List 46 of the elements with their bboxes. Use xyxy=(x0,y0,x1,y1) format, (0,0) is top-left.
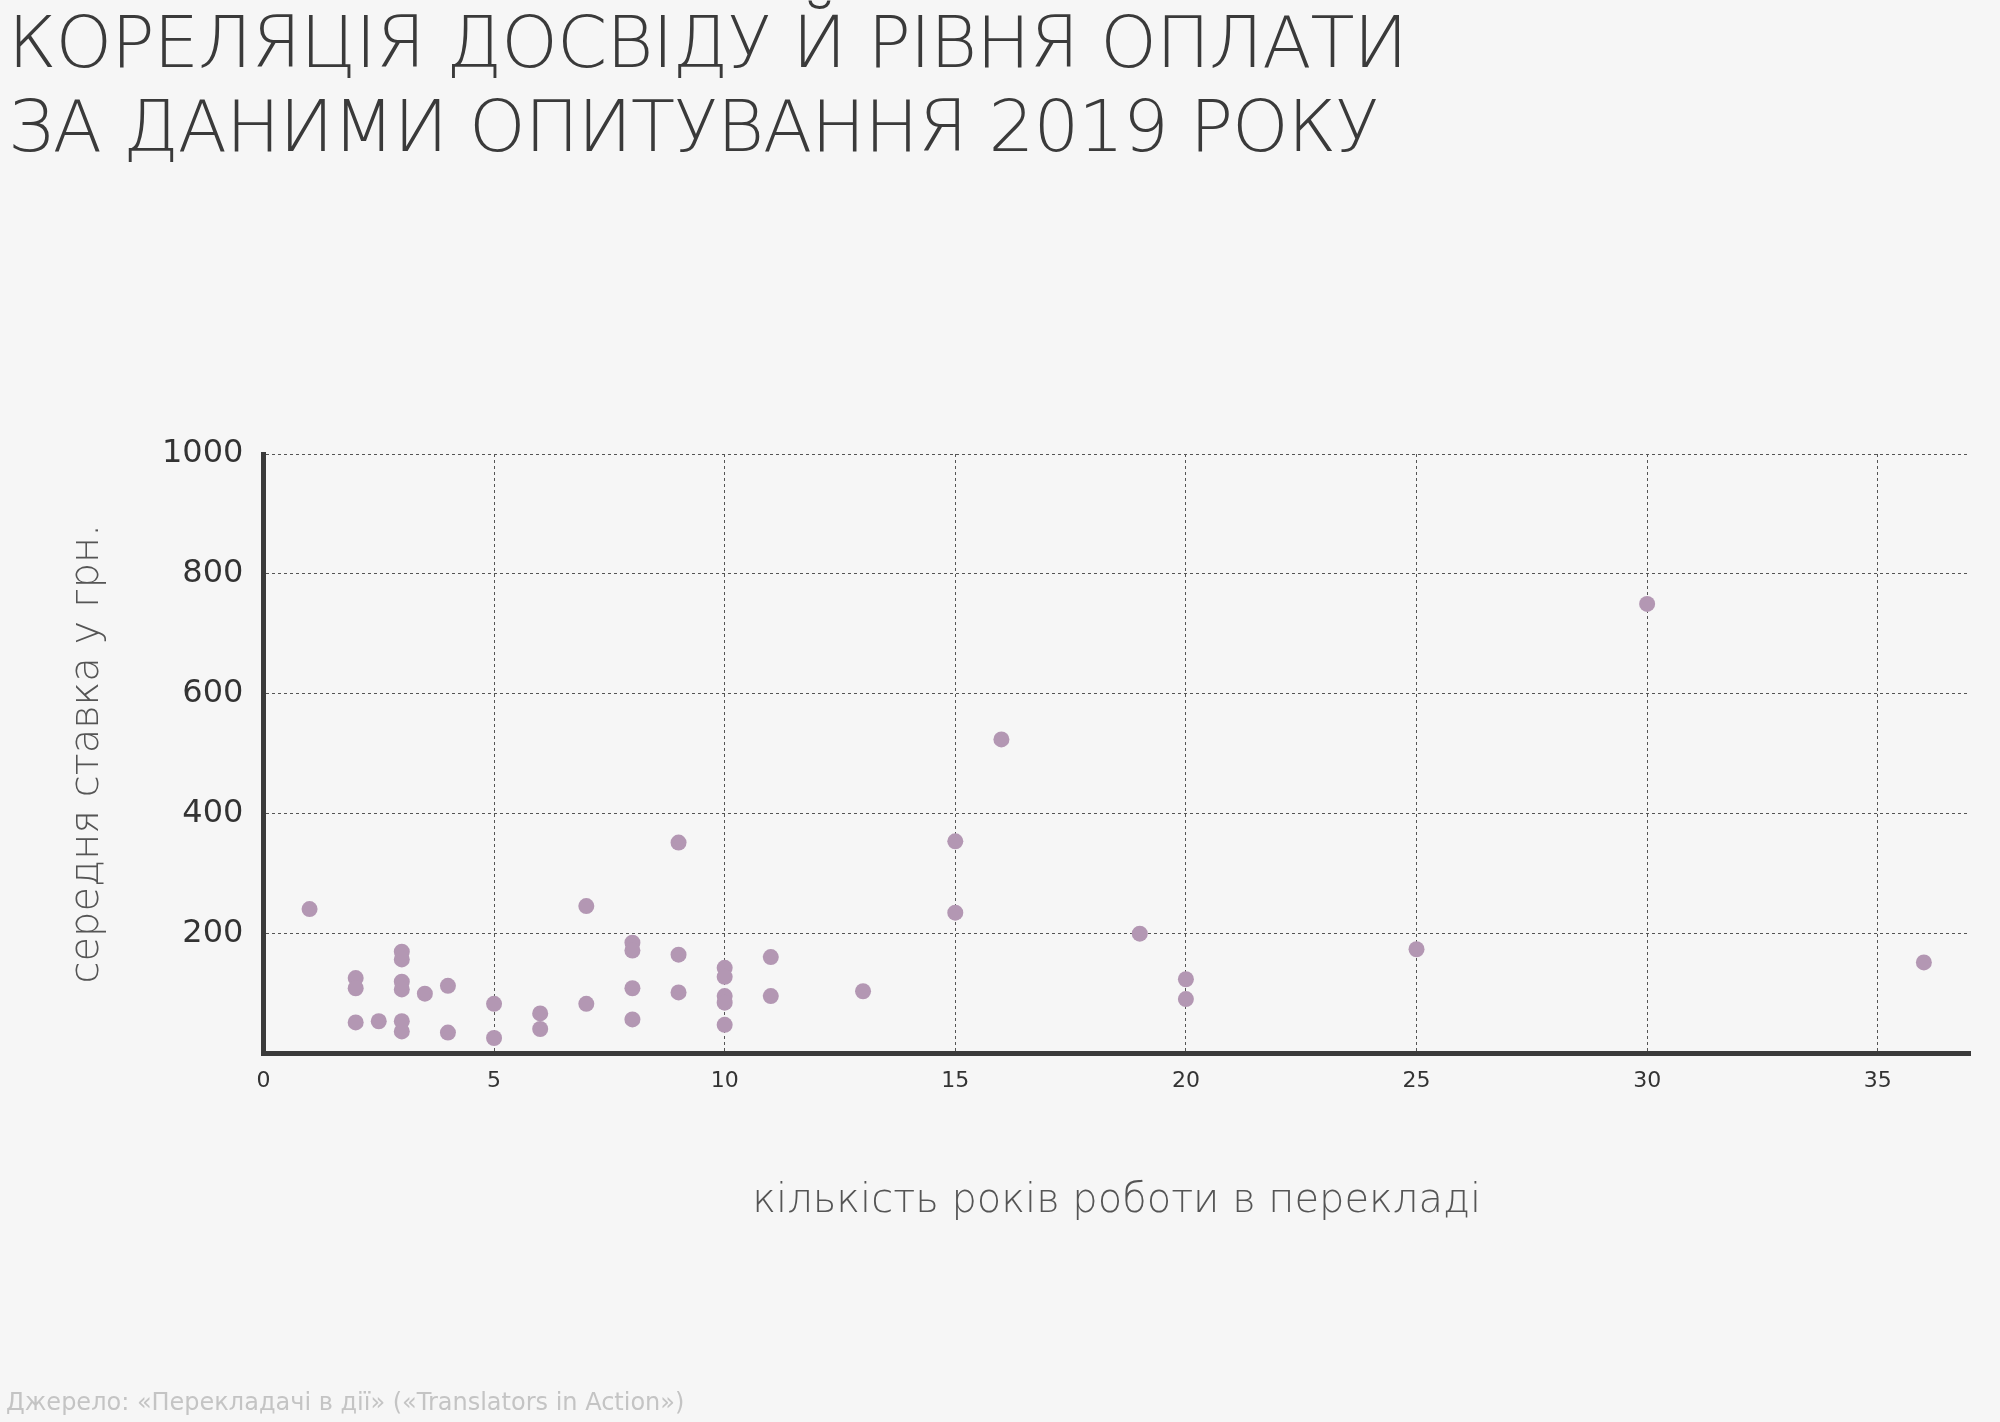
point xyxy=(762,988,779,1005)
point xyxy=(532,1005,549,1022)
x-tick-label: 25 xyxy=(1402,1066,1431,1092)
point xyxy=(624,980,641,997)
point xyxy=(993,731,1010,748)
x-tick-label: 10 xyxy=(710,1066,739,1092)
x-axis-title: кількість років роботи в перекладі xyxy=(752,1175,1482,1222)
point xyxy=(532,1021,549,1038)
y-tick-label: 200 xyxy=(182,911,244,950)
chart-title: КОРЕЛЯЦІЯ ДОСВІДУ Й РІВНЯ ОПЛАТИ ЗА ДАНИМИ ОПИТУВАННЯ 2019 РОКУ xyxy=(8,0,1408,168)
x-tick-label: 15 xyxy=(941,1066,970,1092)
point xyxy=(578,995,595,1012)
point xyxy=(578,898,595,915)
point xyxy=(947,833,964,850)
point xyxy=(670,984,687,1001)
point xyxy=(670,834,687,851)
point xyxy=(947,904,964,921)
x-tick-label: 30 xyxy=(1633,1066,1662,1092)
point xyxy=(370,1013,387,1030)
x-tick-label: 35 xyxy=(1863,1066,1892,1092)
x-tick-label: 5 xyxy=(487,1066,502,1092)
point xyxy=(416,985,433,1002)
point xyxy=(1177,991,1194,1008)
x-tick-label: 20 xyxy=(1171,1066,1200,1092)
point xyxy=(1177,971,1194,988)
point xyxy=(1639,595,1656,612)
x-tick-label: 0 xyxy=(256,1066,271,1092)
point xyxy=(486,1030,503,1047)
y-tick-label: 600 xyxy=(182,672,244,711)
point xyxy=(670,946,687,963)
point xyxy=(439,977,456,994)
point xyxy=(1131,925,1148,942)
point xyxy=(347,1014,364,1031)
y-tick-label: 800 xyxy=(182,552,244,591)
y-tick-label: 400 xyxy=(182,792,244,831)
point xyxy=(1408,941,1425,958)
point xyxy=(439,1024,456,1041)
point xyxy=(624,1011,641,1028)
point xyxy=(716,1016,733,1033)
y-tick-label: 1000 xyxy=(162,432,244,471)
point xyxy=(486,995,503,1012)
point xyxy=(301,901,318,918)
point xyxy=(855,983,872,1000)
y-axis-title: середня ставка у грн. xyxy=(61,524,108,984)
point xyxy=(762,949,779,966)
point xyxy=(1915,954,1932,971)
